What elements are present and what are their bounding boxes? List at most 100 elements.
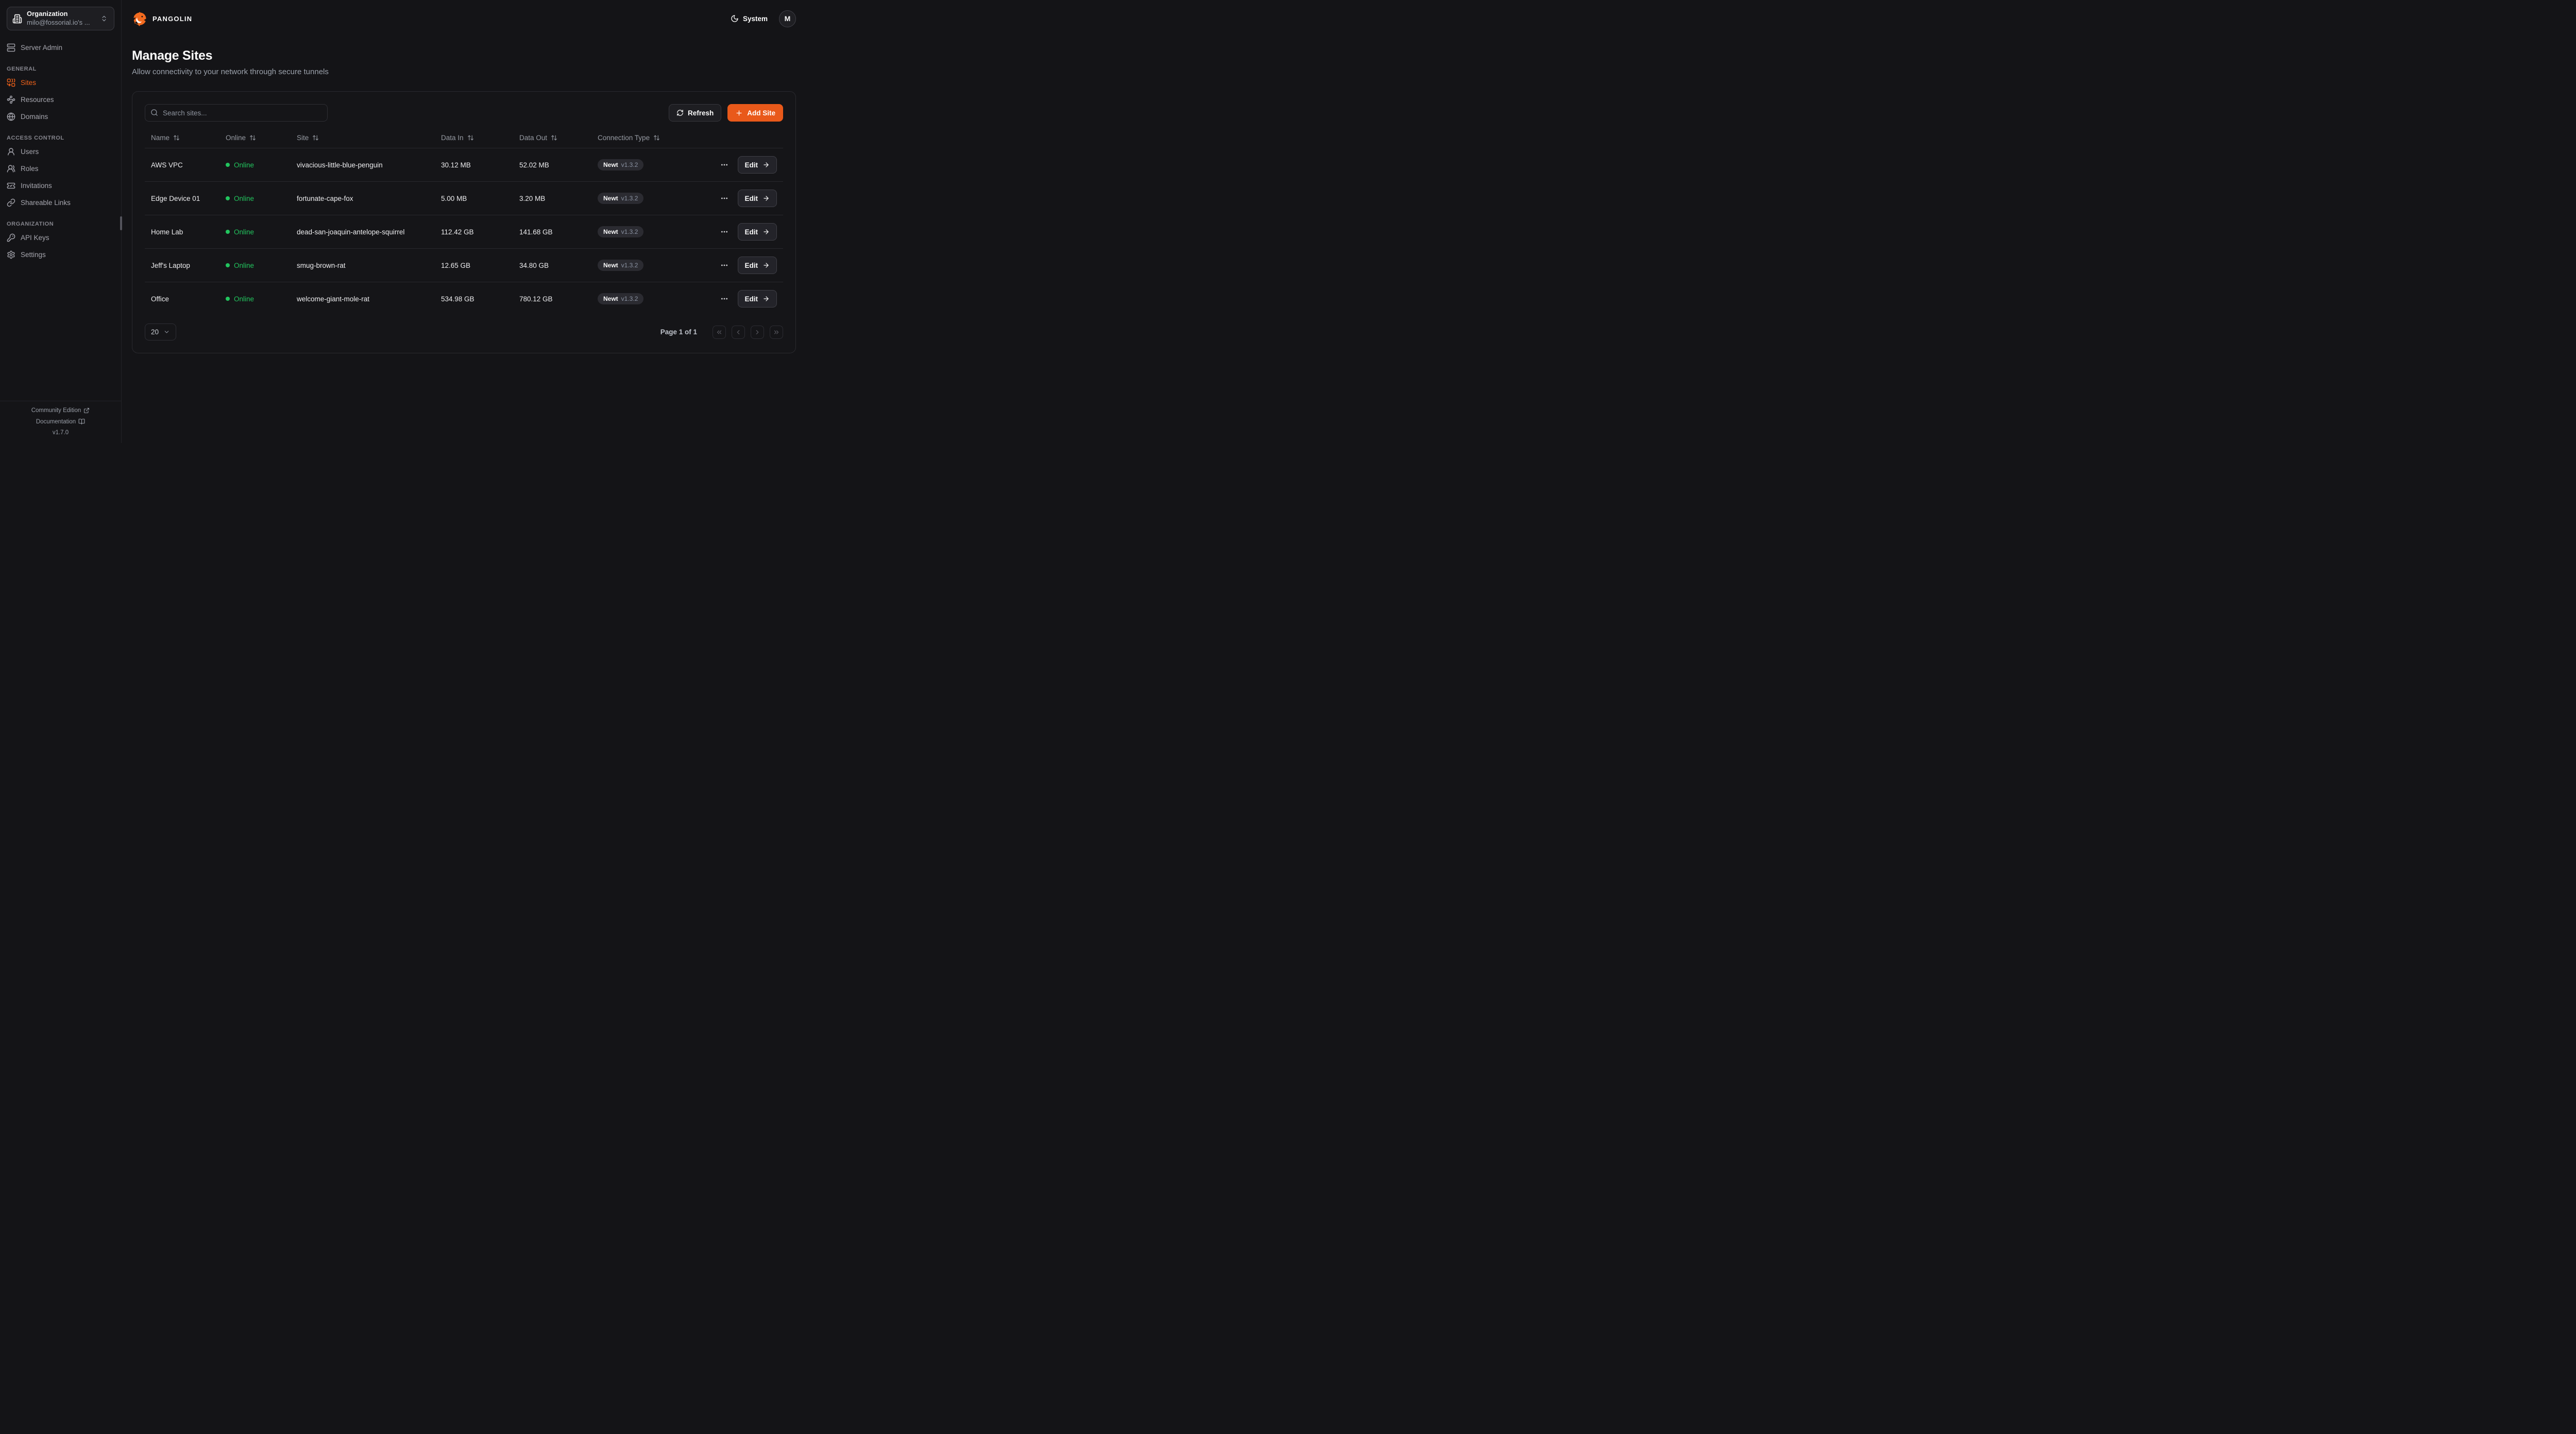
search-icon (150, 109, 158, 116)
pagination-buttons (713, 325, 783, 339)
sidebar-item-sites[interactable]: Sites (7, 76, 114, 89)
sites-table-body: AWS VPC Online vivacious-little-blue-pen… (145, 148, 783, 315)
sidebar-item-invitations[interactable]: Invitations (7, 179, 114, 192)
add-site-button[interactable]: Add Site (727, 104, 783, 122)
documentation-link[interactable]: Documentation (4, 418, 117, 425)
data-out-value: 141.68 GB (519, 228, 553, 236)
edit-button[interactable]: Edit (737, 290, 777, 308)
column-header-online[interactable]: Online (226, 134, 256, 142)
ellipsis-icon (721, 164, 727, 166)
status-badge: Online (226, 228, 254, 236)
table-row: Office Online welcome-giant-mole-rat 534… (145, 282, 783, 315)
edit-button[interactable]: Edit (737, 257, 777, 274)
column-header-site[interactable]: Site (297, 134, 319, 142)
refresh-button[interactable]: Refresh (668, 104, 722, 122)
page-head: Manage Sites Allow connectivity to your … (132, 48, 796, 76)
sidebar-item-resources[interactable]: Resources (7, 93, 114, 106)
site-name: Edge Device 01 (151, 194, 200, 202)
column-header-data-in[interactable]: Data In (441, 134, 474, 142)
table-row: Home Lab Online dead-san-joaquin-antelop… (145, 215, 783, 249)
first-page-button[interactable] (713, 325, 726, 339)
row-actions: Edit (689, 223, 777, 241)
table-header-row: Name Online Site Data In Data Out Connec… (145, 129, 783, 148)
site-name: Office (151, 295, 170, 303)
chevron-down-icon (163, 329, 170, 335)
sidebar-item-roles[interactable]: Roles (7, 162, 114, 175)
sites-table: Name Online Site Data In Data Out Connec… (145, 129, 783, 315)
status-label: Online (234, 194, 255, 202)
pagination-right: Page 1 of 1 (660, 325, 783, 339)
brand[interactable]: PANGOLIN (132, 11, 192, 27)
topbar-right: System M (731, 10, 796, 27)
status-label: Online (234, 228, 255, 236)
community-edition-link[interactable]: Community Edition (4, 407, 117, 414)
search-input[interactable] (145, 104, 328, 122)
online-dot-icon (226, 230, 230, 234)
section-label-general: GENERAL (7, 66, 37, 72)
add-site-label: Add Site (747, 109, 775, 117)
app-version-label: v1.7.0 (52, 430, 69, 436)
sort-icon (653, 134, 660, 141)
next-page-button[interactable] (751, 325, 764, 339)
link-icon (7, 198, 15, 207)
book-open-icon (78, 418, 85, 425)
sidebar-item-api-keys[interactable]: API Keys (7, 231, 114, 244)
row-actions: Edit (689, 190, 777, 207)
ticket-check-icon (7, 181, 15, 190)
users-icon (7, 164, 15, 173)
row-menu-button[interactable] (719, 227, 730, 237)
avatar[interactable]: M (779, 10, 796, 27)
site-slug: vivacious-little-blue-penguin (297, 161, 383, 169)
page-subtitle: Allow connectivity to your network throu… (132, 67, 329, 76)
app-version: v1.7.0 (4, 430, 117, 436)
last-page-button[interactable] (770, 325, 783, 339)
arrow-right-icon (762, 262, 770, 269)
table-row: Edge Device 01 Online fortunate-cape-fox… (145, 181, 783, 215)
sidebar-item-server-admin[interactable]: Server Admin (7, 41, 114, 54)
edit-label: Edit (744, 295, 758, 303)
column-header-connection-type[interactable]: Connection Type (598, 134, 660, 142)
status-label: Online (234, 295, 255, 303)
sites-toolbar: Refresh Add Site (145, 104, 783, 122)
org-switcher[interactable]: Organization milo@fossorial.io's ... (7, 7, 114, 30)
edit-button[interactable]: Edit (737, 190, 777, 207)
prev-page-button[interactable] (732, 325, 745, 339)
external-link-icon (83, 407, 90, 414)
arrow-right-icon (762, 295, 770, 302)
user-icon (7, 147, 15, 156)
connection-type-badge: Newt v1.3.2 (598, 260, 644, 271)
edit-button[interactable]: Edit (737, 223, 777, 241)
connection-version: v1.3.2 (621, 295, 638, 302)
sidebar-item-users[interactable]: Users (7, 145, 114, 158)
row-menu-button[interactable] (719, 160, 730, 170)
connection-version: v1.3.2 (621, 161, 638, 168)
sidebar-item-domains[interactable]: Domains (7, 110, 114, 123)
chevron-right-icon (756, 330, 759, 334)
sidebar-item-settings[interactable]: Settings (7, 248, 114, 261)
ellipsis-icon (721, 264, 727, 266)
waypoints-icon (7, 95, 15, 104)
edit-button[interactable]: Edit (737, 156, 777, 174)
connection-type-badge: Newt v1.3.2 (598, 226, 644, 237)
page-size-select[interactable]: 20 (145, 323, 177, 340)
row-menu-button[interactable] (719, 294, 730, 304)
chevrons-up-down-icon (100, 15, 108, 22)
sort-icon (312, 134, 319, 141)
site-slug: dead-san-joaquin-antelope-squirrel (297, 228, 405, 236)
theme-toggle[interactable]: System (731, 14, 768, 23)
column-header-data-out[interactable]: Data Out (519, 134, 557, 142)
edit-label: Edit (744, 261, 758, 269)
status-label: Online (234, 261, 255, 269)
sort-icon (173, 134, 180, 141)
connection-type: Newt (603, 195, 618, 202)
sidebar-item-shareable-links[interactable]: Shareable Links (7, 196, 114, 209)
column-header-name[interactable]: Name (151, 134, 180, 142)
row-menu-button[interactable] (719, 193, 730, 203)
sidebar-item-label: Sites (21, 78, 37, 87)
online-dot-icon (226, 263, 230, 268)
sites-card: Refresh Add Site N (132, 91, 796, 353)
ellipsis-icon (721, 298, 727, 300)
row-menu-button[interactable] (719, 260, 730, 270)
row-actions: Edit (689, 156, 777, 174)
sidebar-resize-handle[interactable] (120, 216, 122, 230)
